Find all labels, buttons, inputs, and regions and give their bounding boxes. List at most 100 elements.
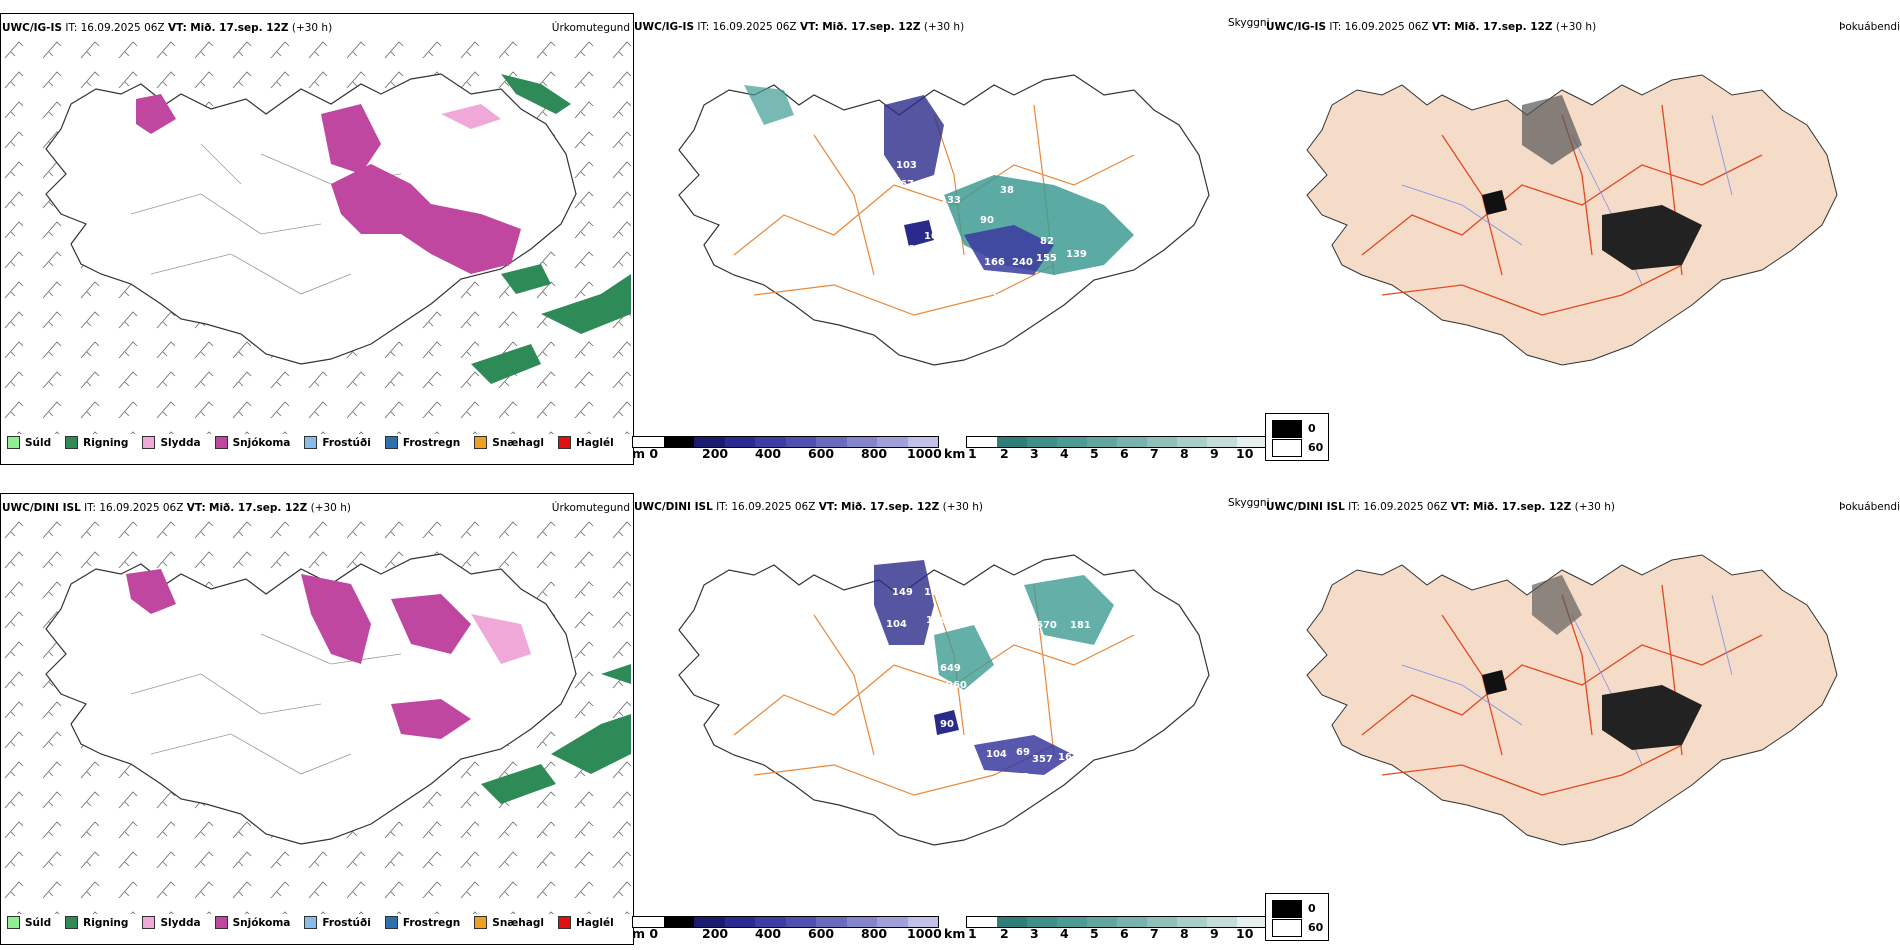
row2-precip-header: UWC/DINI ISL IT: 16.09.2025 06Z VT: Mið.… [2, 502, 351, 514]
cbar-tick: 8 [1180, 446, 1189, 461]
legend-label-high: 60 [1308, 921, 1324, 934]
cloud-label: 38 [1000, 185, 1014, 196]
legend-swatch-dark [1272, 900, 1302, 918]
cbar-tick: 5 [1090, 446, 1099, 461]
cbar-tick: 9 [1210, 446, 1219, 461]
row1-fog-map [1306, 74, 1838, 366]
row1-cbar-km [966, 436, 1268, 448]
model-name: UWC/IG-IS [2, 22, 63, 34]
model-name: UWC/DINI ISL [634, 501, 713, 513]
fog-title: Þokuábendi [1839, 501, 1900, 513]
vt-value: Mið. 17.sep. 12Z [209, 502, 308, 514]
cloud-label: 22 [978, 685, 992, 696]
legend-swatch [557, 436, 571, 449]
row1-precip-panel: UWC/IG-IS IT: 16.09.2025 06Z VT: Mið. 17… [0, 13, 634, 465]
cbar-tick: 2 [1000, 926, 1009, 941]
iceland-outline [45, 73, 577, 365]
cloud-label: 149 [892, 587, 913, 598]
legend-swatch [384, 916, 398, 929]
legend-item: Snjókoma [214, 916, 290, 929]
lead-time: (+30 h) [923, 21, 965, 33]
vt-label: VT: [799, 21, 819, 33]
lead-time: (+30 h) [1555, 21, 1597, 33]
cbar-tick: 1000 [907, 446, 942, 461]
cbar-tick: 3 [1030, 926, 1039, 941]
legend-swatch [142, 436, 156, 449]
cloud-label: 275 [1008, 772, 1029, 783]
cbar-tick: 2 [1000, 446, 1009, 461]
legend-item: Snæhagl [474, 916, 544, 929]
cloud-label: 13 [996, 327, 1010, 338]
vt-value: Mið. 17.sep. 12Z [822, 21, 921, 33]
legend-swatch [142, 916, 156, 929]
legend-label: Snæhagl [492, 916, 544, 929]
cloud-label: 222 [990, 292, 1011, 303]
cbar-tick: 7 [1150, 446, 1159, 461]
legend-label: Snjókoma [232, 436, 291, 449]
legend-label: Frostregn [402, 436, 461, 449]
row2-fog-map [1306, 554, 1838, 846]
legend-label: Snæhagl [492, 436, 544, 449]
cbar-tick: 1 [968, 926, 977, 941]
cloud-label: 18 [978, 619, 992, 630]
cbar-tick: 0 [649, 446, 659, 461]
row2-cbar-km-ticks: km 1 2 3 4 5 6 7 8 9 10 [944, 926, 1264, 941]
row2-precip-panel: UWC/DINI ISL IT: 16.09.2025 06Z VT: Mið.… [0, 493, 634, 945]
cloud-label: 82 [1040, 236, 1054, 247]
cbar-tick: 4 [1060, 926, 1069, 941]
legend-label: Haglél [575, 436, 614, 449]
legend-item: Súld [7, 436, 51, 449]
lead-time: (+30 h) [310, 502, 351, 514]
cbar-tick: 10 [1236, 446, 1254, 461]
legend-label-high: 60 [1308, 441, 1324, 454]
legend-swatch [214, 916, 228, 929]
cloud-label: 69 [904, 192, 918, 203]
legend-label: Rigning [83, 916, 129, 929]
it-label: IT: [697, 21, 710, 33]
cbar-tick: 200 [702, 926, 729, 941]
it-value: 16.09.2025 06Z [1344, 21, 1429, 33]
legend-label: Frostregn [402, 916, 461, 929]
legend-item: Frostregn [384, 436, 461, 449]
vt-label: VT: [186, 502, 206, 514]
legend-label: Haglél [575, 916, 614, 929]
model-name: UWC/IG-IS [1266, 21, 1327, 33]
legend-swatch [65, 436, 79, 449]
cbar-tick: 200 [702, 446, 729, 461]
cbar-tick: 7 [1150, 926, 1159, 941]
legend-item: Súld [7, 916, 51, 929]
it-value: 16.09.2025 06Z [1363, 501, 1448, 513]
lead-time: (+30 h) [291, 22, 333, 34]
cbar-tick: 600 [808, 926, 835, 941]
cloud-label: 69 [1016, 747, 1030, 758]
cloud-label: 240 [1012, 257, 1033, 268]
snow-area [331, 164, 521, 274]
cloud-label: 104 [986, 749, 1007, 760]
cloud-label: 19 [982, 587, 996, 598]
legend-item: Slydda [142, 916, 201, 929]
row1-cloud-header: UWC/IG-IS IT: 16.09.2025 06Z VT: Mið. 17… [634, 21, 964, 33]
cbar-unit: m [632, 926, 646, 941]
cbar-tick: 400 [755, 446, 782, 461]
cloud-label: 104 [886, 619, 907, 630]
row1-cloud-map: 103 67 69 133 90 128 87 10 166 240 155 8… [678, 74, 1210, 366]
it-value: 16.09.2025 06Z [80, 22, 165, 34]
legend-item: Snjókoma [214, 436, 291, 449]
cloud-label: 10 [924, 231, 938, 242]
lead-time: (+30 h) [942, 501, 983, 513]
cbar-tick: 1 [968, 446, 977, 461]
legend-item: Snæhagl [474, 436, 544, 449]
precip-type-title: Úrkomutegund [551, 22, 630, 34]
legend-swatch [474, 436, 488, 449]
legend-swatch [304, 916, 318, 929]
legend-item: Slydda [142, 436, 201, 449]
vt-value: Mið. 17.sep. 12Z [1454, 21, 1553, 33]
it-label: IT: [1348, 501, 1361, 513]
row2-cloud-header: UWC/DINI ISL IT: 16.09.2025 06Z VT: Mið.… [634, 501, 983, 513]
legend-swatch-light [1272, 919, 1302, 937]
it-label: IT: [1329, 21, 1342, 33]
legend-item: Frostúði [304, 436, 371, 449]
it-label: IT: [716, 501, 729, 513]
cloud-label: 155 [1036, 253, 1057, 264]
vt-value: Mið. 17.sep. 12Z [190, 22, 289, 34]
